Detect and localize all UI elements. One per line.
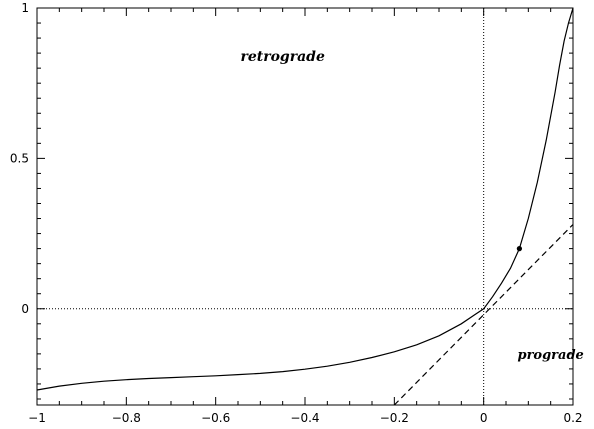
x-tick-label: 0.2 (563, 411, 582, 425)
x-tick-label: −0.2 (380, 411, 409, 425)
series-group (36, 7, 574, 406)
annotation-retrograde: retrograde (240, 49, 324, 65)
curve-line (36, 7, 574, 391)
x-tick-label: −1 (28, 411, 46, 425)
tick-labels: −1 −0.8 −0.6 −0.4 −0.2 0 0.2 0 0.5 1 (10, 1, 583, 425)
data-point (516, 246, 523, 252)
points-group (516, 246, 523, 252)
y-tick-label: 1 (21, 1, 29, 15)
tangent-line-dashed (393, 224, 574, 406)
x-tick-label: −0.8 (112, 411, 141, 425)
plot-frame (36, 7, 574, 406)
x-tick-label: −0.6 (201, 411, 230, 425)
y-tick-label: 0.5 (10, 151, 29, 165)
annotations: retrograde prograde (240, 49, 583, 363)
x-tick-label: −0.4 (290, 411, 319, 425)
y-tick-label: 0 (21, 302, 29, 316)
annotation-prograde: prograde (517, 348, 583, 363)
reference-lines (37, 8, 573, 405)
axis-ticks (36, 7, 574, 405)
x-tick-label: 0 (480, 411, 488, 425)
